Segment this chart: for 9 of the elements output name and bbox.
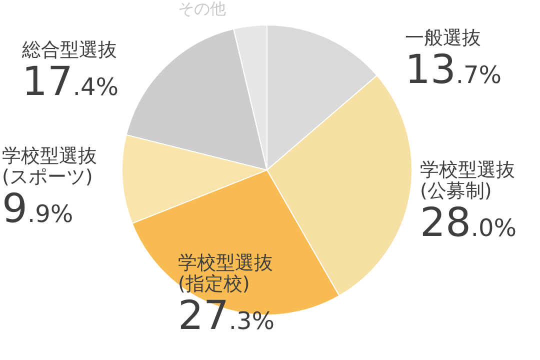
data-label: 28.0%: [420, 200, 517, 246]
slice-label: 学校型選抜(公募制): [420, 159, 516, 202]
slice-label: 一般選抜: [405, 27, 482, 49]
slice-label: 総合型選抜: [22, 39, 118, 61]
data-label: 17.4%: [22, 58, 119, 105]
data-label: 9.9%: [2, 186, 74, 232]
data-label: 13.7%: [405, 46, 502, 93]
slice-label: 学校型選抜(スポーツ): [2, 145, 97, 188]
data-label: 27.3%: [178, 292, 275, 339]
